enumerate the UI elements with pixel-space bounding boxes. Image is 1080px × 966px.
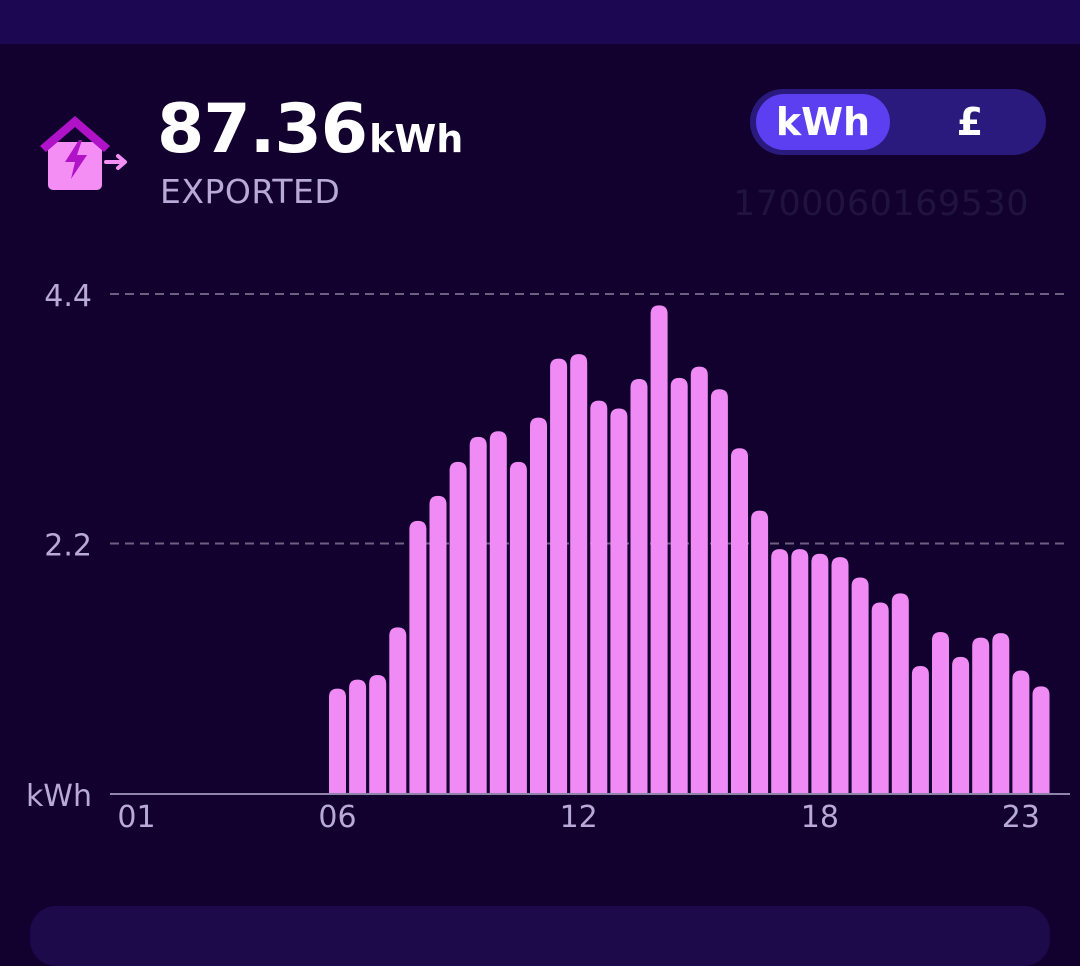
y-tick-label: 4.4 <box>44 279 92 314</box>
x-tick-label: 23 <box>1002 800 1040 835</box>
chart-bar <box>1032 686 1050 793</box>
chart-bar <box>690 366 708 793</box>
meter-id: 1700060169530 <box>733 184 1029 224</box>
export-bar-chart: 4.4 2.2 kWh 01 06 12 18 23 <box>26 279 1070 835</box>
chart-bar <box>630 379 648 793</box>
exported-label: EXPORTED <box>160 172 341 211</box>
chart-bar <box>811 553 829 793</box>
chart-bar <box>871 602 889 793</box>
chart-bar <box>911 665 929 793</box>
chart-bar <box>952 656 970 793</box>
chart-bar <box>509 461 527 793</box>
chart-bar <box>751 510 769 793</box>
chart-bar <box>349 679 367 793</box>
y-tick-label: 2.2 <box>44 529 92 564</box>
y-axis-unit-label: kWh <box>26 779 92 814</box>
chart-bar <box>429 495 447 793</box>
chart-bar <box>590 400 608 793</box>
chart-bar <box>932 631 949 793</box>
chart-bar <box>530 417 547 793</box>
chart-bar <box>992 633 1010 793</box>
chart-bar <box>469 436 487 793</box>
chart-bar <box>550 358 568 793</box>
exported-total: 87.36 kWh <box>157 90 463 170</box>
chart-bar <box>710 389 728 793</box>
chart-bar <box>972 637 990 793</box>
bolt-icon <box>65 140 87 179</box>
toggle-kwh-button[interactable]: kWh <box>756 94 890 150</box>
chart-bar <box>731 448 748 793</box>
chart-bar <box>409 520 427 793</box>
x-tick-label: 01 <box>117 800 155 835</box>
house-export-icon <box>40 116 127 190</box>
chart-bar <box>570 354 588 793</box>
chart-bar <box>1012 670 1030 793</box>
chart-bar <box>610 408 628 793</box>
chart-bar <box>831 557 849 793</box>
chart-bar <box>791 549 809 793</box>
chart-bar <box>389 627 407 793</box>
house-roof <box>40 116 110 152</box>
chart-bar <box>851 577 869 793</box>
chart-bar <box>449 461 467 793</box>
chart-bar <box>891 593 909 793</box>
chart-bar <box>670 377 688 793</box>
toggle-pound-button[interactable]: £ <box>956 100 984 144</box>
x-tick-label: 18 <box>801 800 839 835</box>
chart-bar <box>489 431 507 793</box>
unit-toggle: kWh £ <box>750 89 1046 155</box>
chart-bar <box>650 305 668 793</box>
chart-bar <box>369 675 387 793</box>
chart-bar <box>329 688 346 793</box>
x-tick-label: 06 <box>318 800 356 835</box>
arrow-right-icon <box>104 154 127 170</box>
chart-bar <box>771 549 789 793</box>
x-tick-label: 12 <box>560 800 598 835</box>
top-bar <box>0 0 1080 44</box>
bottom-card <box>30 906 1050 966</box>
exported-unit: kWh <box>369 117 464 161</box>
exported-value: 87.36 <box>157 90 368 169</box>
